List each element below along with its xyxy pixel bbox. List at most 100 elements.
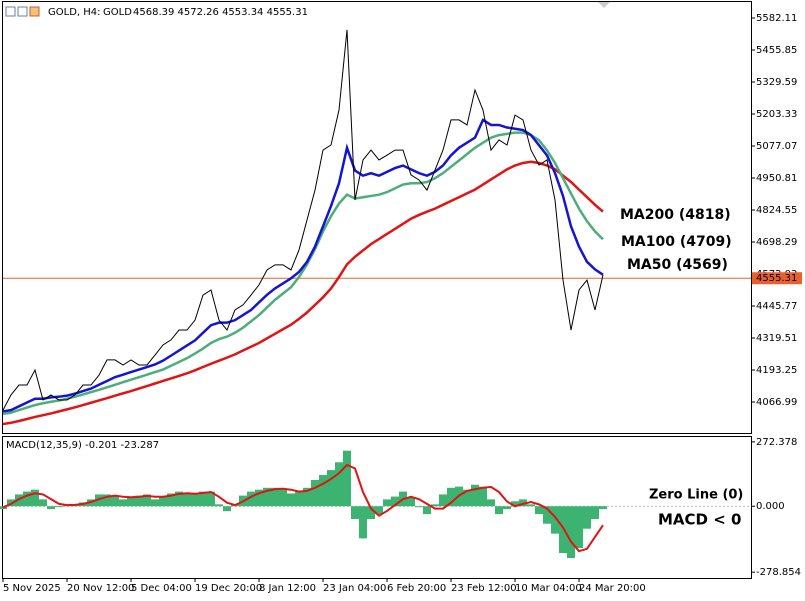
histogram-bar [183, 492, 191, 507]
x-tick-label: 5 Dec 04:00 [131, 583, 192, 594]
ma-label: MA50 (4569) [627, 257, 728, 273]
histogram-bar [23, 491, 31, 507]
histogram-bar [103, 494, 111, 507]
annotation: Zero Line (0) [649, 488, 743, 503]
histogram-bar [343, 450, 351, 507]
y-tick-label: 4066.99 [756, 397, 797, 408]
histogram-bar [367, 506, 375, 520]
y-tick-label: 4698.29 [756, 237, 797, 248]
histogram-bar [359, 506, 367, 539]
histogram-bar [143, 494, 151, 507]
histogram-bar [319, 475, 327, 507]
ma-line [2, 160, 604, 426]
histogram-bar [271, 487, 279, 507]
y-tick-label: 5455.85 [756, 45, 797, 56]
x-tick-label: 8 Jan 12:00 [259, 583, 316, 594]
histogram-bar [335, 462, 343, 507]
marks: 5582.11 5455.85 5329.59 5203.33 5077.07 4950.… [0, 13, 802, 594]
histogram-bar [479, 486, 487, 507]
y-tick-label: 4319.51 [756, 333, 797, 344]
histogram-bar [423, 506, 431, 515]
histogram-bar [519, 499, 527, 507]
histogram-bar [407, 497, 415, 507]
histogram-bar [471, 484, 479, 507]
histogram-bar [303, 487, 311, 507]
histogram-bar [95, 494, 103, 507]
x-tick-label: 10 Mar 04:00 [515, 583, 582, 594]
histogram-bar [415, 506, 423, 508]
histogram-bar [175, 491, 183, 507]
shift-marker [598, 2, 610, 8]
chart-title: GOLD, H4: [48, 7, 101, 18]
histogram-bar [487, 499, 495, 507]
histogram-bar [559, 506, 567, 554]
histogram-bar [135, 495, 143, 507]
histogram-bar [199, 491, 207, 507]
histogram-bar [247, 491, 255, 507]
y-tick-label: 272.378 [756, 437, 797, 448]
histogram-bar [327, 470, 335, 507]
y-tick-label: 4950.81 [756, 173, 797, 184]
icon [17, 6, 28, 17]
histogram-bar [263, 487, 271, 507]
histogram-bar [527, 504, 535, 507]
histogram-bar [583, 506, 591, 529]
signal-line [2, 463, 604, 553]
histogram-bar [279, 489, 287, 507]
histogram-bar [127, 497, 135, 507]
x-tick-label: 19 Dec 20:00 [195, 583, 262, 594]
price-line [2, 29, 604, 411]
histogram-bar [255, 489, 263, 507]
histogram-bar [311, 480, 319, 507]
ma-label: MA100 (4709) [621, 234, 732, 250]
annotation: MACD < 0 [658, 511, 741, 529]
histogram-bar [591, 506, 599, 520]
histogram-bar [167, 493, 175, 507]
icon [5, 6, 16, 17]
histogram-bar [111, 495, 119, 507]
histogram-bar [511, 501, 519, 507]
histogram-bar [543, 506, 551, 524]
histogram-bar [391, 496, 399, 507]
histogram-bar [191, 494, 199, 507]
histogram-bar [215, 504, 223, 507]
y-tick-label: -278.854 [756, 567, 801, 578]
histogram-bar [151, 499, 159, 507]
histogram-bar [119, 499, 127, 507]
x-tick-label: 23 Feb 12:00 [451, 583, 517, 594]
macd-title: MACD(12,35,9) -0.201 -23.287 [6, 440, 159, 451]
histogram-bar [351, 506, 359, 520]
y-tick-label: 0.000 [756, 501, 785, 512]
y-tick-label: 5203.33 [756, 109, 797, 120]
y-tick-label: 5329.59 [756, 77, 797, 88]
y-tick-label: 4824.55 [756, 205, 797, 216]
histogram-bar [375, 506, 383, 515]
x-tick-label: 20 Nov 12:00 [67, 583, 134, 594]
histogram-bar [55, 506, 63, 508]
histogram-bar [159, 496, 167, 507]
histogram-bar [439, 494, 447, 507]
histogram-bar [47, 506, 55, 510]
histogram-bar [31, 489, 39, 507]
histogram-bar [551, 506, 559, 534]
ma-label: MA200 (4818) [620, 207, 731, 223]
histogram-bar [495, 506, 503, 515]
histogram-bar [463, 489, 471, 507]
histogram-bar [503, 506, 511, 510]
x-tick-label: 5 Nov 2025 [3, 583, 61, 594]
histogram-bar [535, 506, 543, 515]
histogram-bar [383, 499, 391, 507]
ohlc: 4568.39 4572.26 4553.34 4555.31 [133, 7, 308, 18]
icon [29, 6, 40, 17]
y-tick-label: 4445.77 [756, 301, 797, 312]
ma-line [2, 131, 604, 416]
histogram-bar [223, 506, 231, 512]
histogram-bar [295, 491, 303, 507]
histogram-bar [447, 487, 455, 507]
histogram-bar [567, 506, 575, 559]
histogram-bar [15, 494, 23, 507]
y-tick-label: 5582.11 [756, 13, 797, 24]
main-frame [2, 1, 752, 434]
